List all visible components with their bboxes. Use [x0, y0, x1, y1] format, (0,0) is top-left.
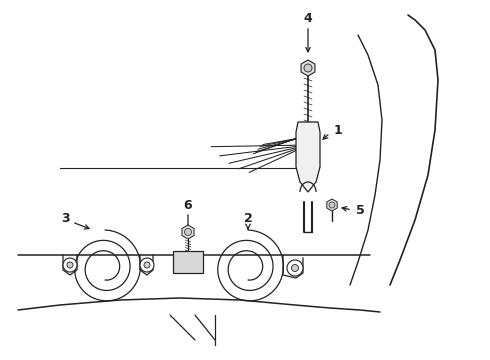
Circle shape	[287, 260, 303, 276]
Circle shape	[63, 258, 77, 272]
Circle shape	[67, 262, 73, 268]
FancyBboxPatch shape	[173, 251, 203, 273]
Circle shape	[185, 229, 192, 235]
Text: 6: 6	[184, 198, 192, 212]
Polygon shape	[296, 122, 320, 192]
Circle shape	[329, 202, 335, 208]
Text: 1: 1	[334, 123, 343, 136]
Text: 4: 4	[304, 12, 313, 24]
Text: 3: 3	[61, 212, 69, 225]
Circle shape	[292, 265, 298, 271]
Circle shape	[304, 64, 312, 72]
Polygon shape	[182, 225, 194, 239]
Text: 2: 2	[244, 212, 252, 225]
Circle shape	[140, 258, 154, 272]
Polygon shape	[327, 199, 337, 211]
Text: 5: 5	[356, 203, 365, 216]
Circle shape	[144, 262, 150, 268]
Polygon shape	[301, 60, 315, 76]
